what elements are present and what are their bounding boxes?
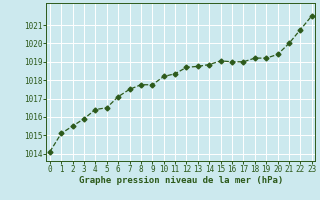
X-axis label: Graphe pression niveau de la mer (hPa): Graphe pression niveau de la mer (hPa)	[79, 176, 283, 185]
